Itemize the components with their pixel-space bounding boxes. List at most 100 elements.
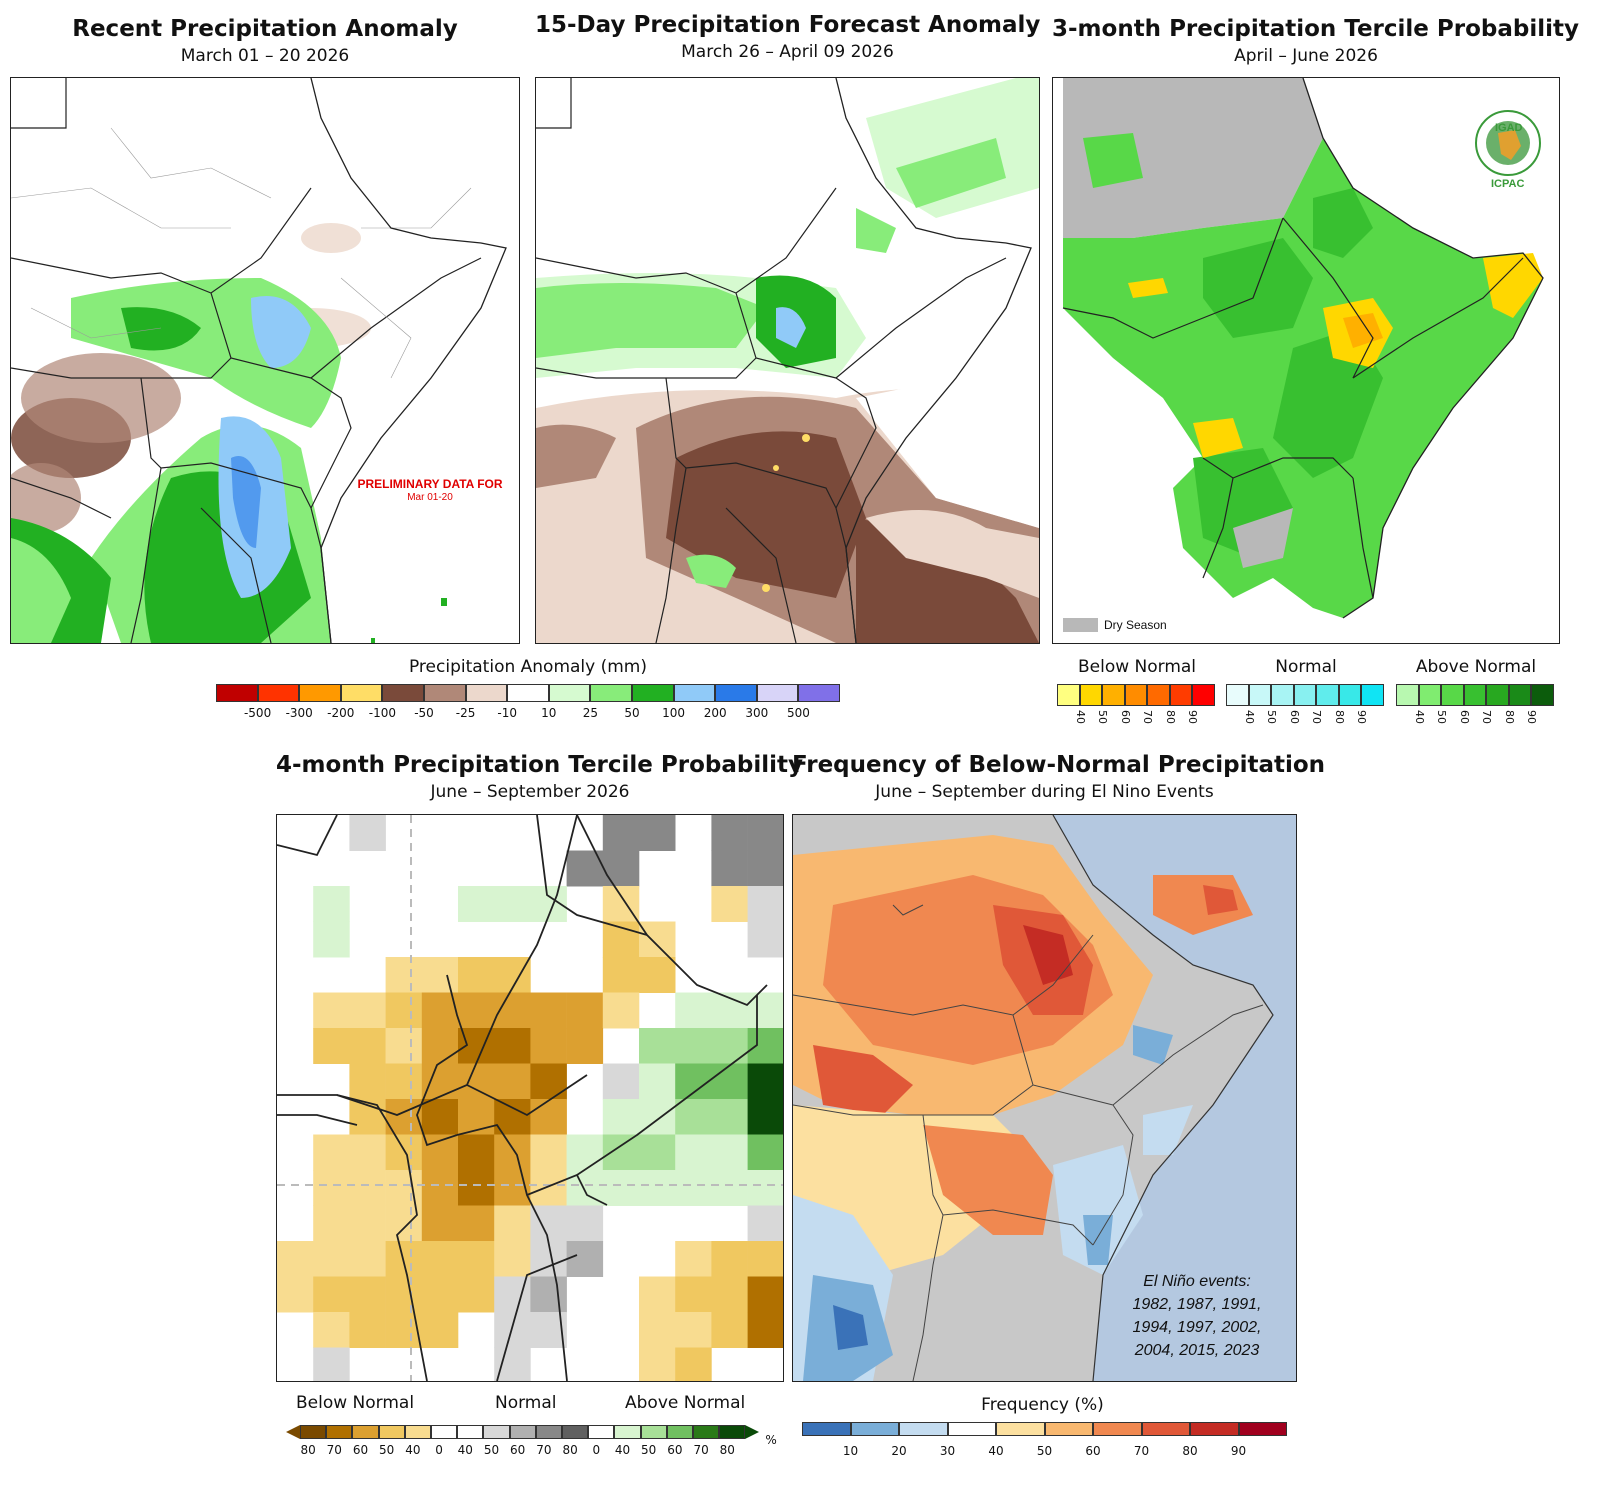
- tercile4-swatch: [693, 1425, 720, 1439]
- tercile3-swatch: [1271, 684, 1294, 706]
- tercile4-grid-cell: [711, 1063, 748, 1100]
- tercile4-grid-cell: [421, 1099, 459, 1135]
- tercile4-group-label: Above Normal: [625, 1393, 746, 1413]
- preliminary-note: PRELIMINARY DATA FOR: [357, 477, 503, 491]
- tercile3-swatch: [1079, 684, 1102, 706]
- frequency-tick: 30: [939, 1444, 956, 1458]
- tercile4-tick: 40: [457, 1443, 473, 1457]
- tercile4-grid-cell: [711, 1028, 748, 1064]
- tercile4-grid-cell: [639, 1063, 676, 1100]
- tercile3-swatch: [1147, 684, 1170, 706]
- tercile4-tick: 80: [719, 1443, 735, 1457]
- tercile4-grid-cell: [675, 1170, 712, 1206]
- frequency-tick: 40: [988, 1444, 1004, 1458]
- tercile4-tick: 40: [614, 1443, 631, 1457]
- anomaly-swatch: [382, 684, 424, 702]
- frequency-swatch: [802, 1422, 851, 1436]
- tercile3-tick: 40: [1073, 710, 1087, 724]
- tercile4-grid-cell: [385, 1063, 423, 1100]
- frequency-title: Frequency of Below-Normal Precipitation: [792, 752, 1326, 778]
- tercile3-swatch: [1226, 684, 1249, 706]
- tercile4-grid-cell: [458, 957, 495, 993]
- anomaly-swatch: [340, 684, 383, 702]
- tercile4-grid-cell: [313, 1028, 350, 1064]
- tercile4-grid-cell: [385, 1134, 423, 1171]
- tercile4-grid-cell: [530, 992, 567, 1029]
- tercile3-swatch: [1441, 684, 1464, 706]
- tercile4-swatch: [562, 1425, 589, 1439]
- logo-top-text: IGAD: [1495, 122, 1523, 134]
- tercile4-group-label: Below Normal: [296, 1393, 415, 1413]
- tercile4-swatch: [300, 1425, 327, 1439]
- frequency-swatch: [1238, 1422, 1287, 1436]
- tercile4-grid-cell: [349, 1205, 386, 1242]
- tercile3-tick: 50: [1265, 710, 1278, 724]
- tercile4-tick: 60: [667, 1443, 683, 1457]
- tercile4-title: 4-month Precipitation Tercile Probabilit…: [276, 752, 803, 778]
- tercile4-grid-cell: [494, 1347, 531, 1381]
- frequency-tick: 10: [842, 1444, 859, 1458]
- tercile4-grid-cell: [313, 1134, 350, 1171]
- tercile4-grid-cell: [277, 1241, 314, 1277]
- tercile4-tick: 70: [693, 1443, 709, 1457]
- tercile4-grid-cell: [566, 1241, 604, 1277]
- tercile4-grid-cell: [675, 1276, 712, 1313]
- tercile4-tick: 50: [483, 1443, 500, 1457]
- tercile4-grid-cell: [747, 1205, 783, 1242]
- tercile4-grid-cell: [313, 886, 350, 922]
- anomaly-tick: -10: [497, 706, 517, 720]
- tercile4-grid-cell: [421, 957, 459, 993]
- tercile4-grid-cell: [313, 992, 350, 1029]
- tercile3-tick: 50: [1096, 710, 1109, 724]
- tercile4-grid-cell: [421, 1312, 459, 1348]
- tercile3-swatch: [1248, 684, 1271, 706]
- tercile3-swatch: [1418, 684, 1441, 706]
- tercile4-grid-cell: [675, 1312, 712, 1348]
- tercile4-grid-cell: [421, 1028, 459, 1064]
- tercile4-tick: 50: [379, 1443, 395, 1457]
- tercile4-arrow-right: [745, 1425, 760, 1439]
- tercile4-grid-cell: [421, 1063, 459, 1100]
- elnino-line-3: 1994, 1997, 2002,: [1132, 1319, 1262, 1336]
- tercile4-tick: 50: [641, 1443, 657, 1457]
- tercile4-grid-cell: [747, 1170, 783, 1206]
- tercile4-grid-cell: [277, 1276, 314, 1313]
- tercile4-grid-cell: [494, 1312, 531, 1348]
- tercile4-tick: 60: [510, 1443, 526, 1457]
- tercile4-tick: 60: [352, 1443, 369, 1457]
- tercile4-swatch: [404, 1425, 431, 1439]
- tercile4-swatch: [431, 1425, 458, 1439]
- tercile4-grid-cell: [494, 1241, 531, 1277]
- anomaly-swatch: [257, 684, 300, 702]
- anomaly-legend-title: Precipitation Anomaly (mm): [408, 657, 648, 677]
- tercile3-tick: 80: [1332, 710, 1346, 724]
- tercile3-swatch: [1102, 684, 1125, 706]
- tercile4-grid-cell: [458, 1205, 495, 1242]
- tercile4-grid-cell: [530, 1276, 567, 1313]
- tercile4-grid-cell: [349, 815, 386, 851]
- tercile4-grid-cell: [747, 1276, 783, 1313]
- tercile4-tick: 0: [435, 1443, 443, 1457]
- tercile4-grid-cell: [747, 815, 783, 851]
- tercile4-tick: 70: [536, 1443, 552, 1457]
- tercile4-tick: 0: [592, 1443, 601, 1457]
- anomaly-swatch: [465, 684, 508, 702]
- anomaly-swatch: [673, 684, 716, 702]
- anomaly-tick: 10: [541, 706, 557, 720]
- tercile4-grid-cell: [349, 992, 386, 1029]
- frequency-swatch: [850, 1422, 899, 1436]
- tercile4-swatch: [483, 1425, 510, 1439]
- frequency-subtitle: June – September during El Nino Events: [875, 782, 1214, 802]
- frequency-tick: 80: [1182, 1444, 1198, 1458]
- tercile4-grid-cell: [602, 1099, 640, 1135]
- frequency-swatch: [1093, 1422, 1142, 1436]
- frequency-tick: 70: [1133, 1444, 1150, 1458]
- frequency-swatch: [1190, 1422, 1239, 1436]
- tercile4-grid-cell: [639, 1028, 676, 1064]
- tercile4-grid-cell: [675, 1063, 712, 1100]
- tercile4-grid-cell: [313, 921, 350, 958]
- recent-subtitle: March 01 – 20 2026: [180, 46, 350, 66]
- tercile4-grid-cell: [458, 1063, 495, 1100]
- tercile4-grid-cell: [711, 1241, 748, 1277]
- anomaly-tick: -25: [455, 706, 476, 720]
